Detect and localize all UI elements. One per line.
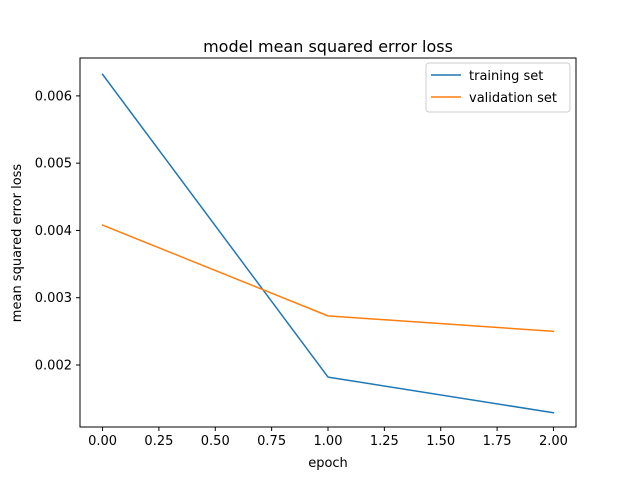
y-tick-label: 0.004 bbox=[35, 224, 72, 239]
y-axis-ticks: 0.002 0.003 0.004 0.005 0.006 bbox=[35, 89, 80, 373]
x-tick-label: 1.50 bbox=[426, 434, 455, 449]
y-tick-label: 0.002 bbox=[35, 358, 72, 373]
series-line-validation-set bbox=[101, 224, 555, 333]
x-tick-label: 0.25 bbox=[144, 434, 173, 449]
x-axis-ticks: 0.00 0.25 0.50 0.75 1.00 1.25 1.50 1.75 2.00 bbox=[88, 427, 568, 449]
y-axis-label: mean squared error loss bbox=[10, 164, 25, 323]
x-tick-label: 0.75 bbox=[257, 434, 286, 449]
legend-label-training-set: training set bbox=[469, 69, 543, 84]
x-axis-label: epoch bbox=[308, 456, 348, 471]
chart-title: model mean squared error loss bbox=[203, 37, 453, 56]
legend-box bbox=[425, 62, 571, 113]
series-line-training-set bbox=[101, 73, 555, 414]
legend: training set validation set bbox=[425, 62, 571, 113]
y-tick-label: 0.005 bbox=[35, 157, 72, 172]
plot-frame bbox=[79, 57, 577, 428]
x-tick-label: 0.00 bbox=[88, 434, 117, 449]
x-tick-label: 1.00 bbox=[314, 434, 343, 449]
series-lines bbox=[101, 73, 555, 414]
y-tick-label: 0.003 bbox=[35, 291, 72, 306]
x-tick-label: 2.00 bbox=[539, 434, 568, 449]
x-tick-label: 1.75 bbox=[483, 434, 512, 449]
y-tick-label: 0.006 bbox=[35, 89, 72, 104]
x-tick-label: 1.25 bbox=[370, 434, 399, 449]
legend-label-validation-set: validation set bbox=[469, 91, 557, 106]
x-tick-label: 0.50 bbox=[201, 434, 230, 449]
